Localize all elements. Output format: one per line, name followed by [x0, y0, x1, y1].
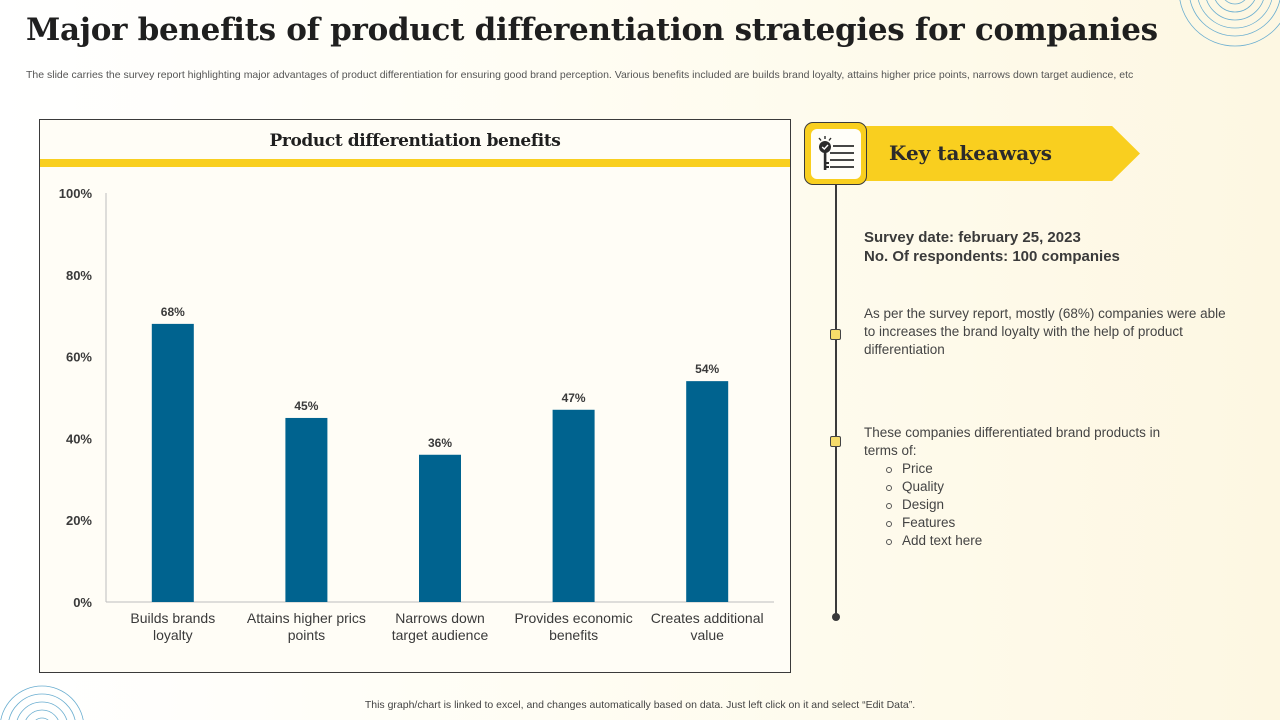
y-tick-label: 20%	[66, 513, 92, 528]
page-subtitle: The slide carries the survey report high…	[26, 69, 1134, 81]
key-checklist-icon	[817, 135, 854, 170]
page-title: Major benefits of product differentiatio…	[26, 12, 1158, 48]
bar	[419, 454, 461, 602]
x-category-label: points	[288, 627, 325, 643]
key-takeaways-icon-box	[804, 122, 867, 185]
chart-panel[interactable]: Product differentiation benefits 0% 20% 40…	[39, 119, 791, 673]
footer-note: This graph/chart is linked to excel, and…	[364, 699, 916, 711]
x-category-label: Provides economic	[514, 610, 632, 626]
bar-data-label: 45%	[294, 399, 318, 413]
survey-date: Survey date: february 25, 2023	[864, 229, 1081, 246]
takeaway-point-2: These companies differentiated brand pro…	[864, 424, 1184, 550]
x-category-label: Attains higher prics	[247, 610, 366, 626]
list-item: Add text here	[884, 532, 1184, 550]
list-item: Features	[884, 514, 1184, 532]
decorative-circles-top-right	[1179, 0, 1280, 47]
list-item: Quality	[884, 478, 1184, 496]
bar-data-label: 47%	[562, 391, 586, 405]
takeaway-point-2-intro: These companies differentiated brand pro…	[864, 425, 1161, 458]
bar	[686, 381, 729, 602]
x-category-label: Narrows down	[395, 610, 484, 626]
respondents-count: No. Of respondents: 100 companies	[864, 248, 1120, 265]
timeline-end-dot	[832, 613, 840, 621]
bar-chart[interactable]: 0% 20% 40% 60% 80% 100% 68% Builds brandsloyalt…	[40, 120, 792, 674]
timeline-line	[835, 185, 837, 617]
bar	[552, 409, 595, 602]
bar-data-label: 68%	[161, 305, 185, 319]
y-tick-label: 100%	[59, 186, 93, 201]
y-tick-label: 0%	[73, 595, 92, 610]
list-item: Price	[884, 460, 1184, 478]
key-takeaways-heading: Key takeaways	[889, 141, 1053, 165]
x-category-label: Builds brands	[130, 610, 215, 626]
survey-info: Survey date: february 25, 2023 No. Of re…	[864, 228, 1120, 266]
bar-data-label: 36%	[428, 436, 452, 450]
bar	[285, 417, 328, 602]
x-category-label: value	[690, 627, 724, 643]
key-takeaways-banner	[830, 126, 1140, 181]
x-category-label: Creates additional	[651, 610, 764, 626]
list-item: Design	[884, 496, 1184, 514]
y-tick-label: 80%	[66, 268, 92, 283]
takeaway-point-1: As per the survey report, mostly (68%) c…	[864, 306, 1226, 357]
x-category-label: benefits	[549, 627, 598, 643]
differentiation-list: Price Quality Design Features Add text h…	[884, 460, 1184, 550]
y-tick-label: 60%	[66, 350, 92, 365]
chart-title-band	[40, 159, 790, 167]
y-tick-label: 40%	[66, 431, 92, 446]
timeline-node-1	[830, 329, 841, 340]
chart-title: Product differentiation benefits	[269, 131, 561, 151]
x-category-label: target audience	[392, 627, 489, 643]
timeline-node-2	[830, 436, 841, 447]
x-category-label: loyalty	[153, 627, 193, 643]
bar-data-label: 54%	[695, 362, 719, 376]
bar	[151, 323, 194, 602]
